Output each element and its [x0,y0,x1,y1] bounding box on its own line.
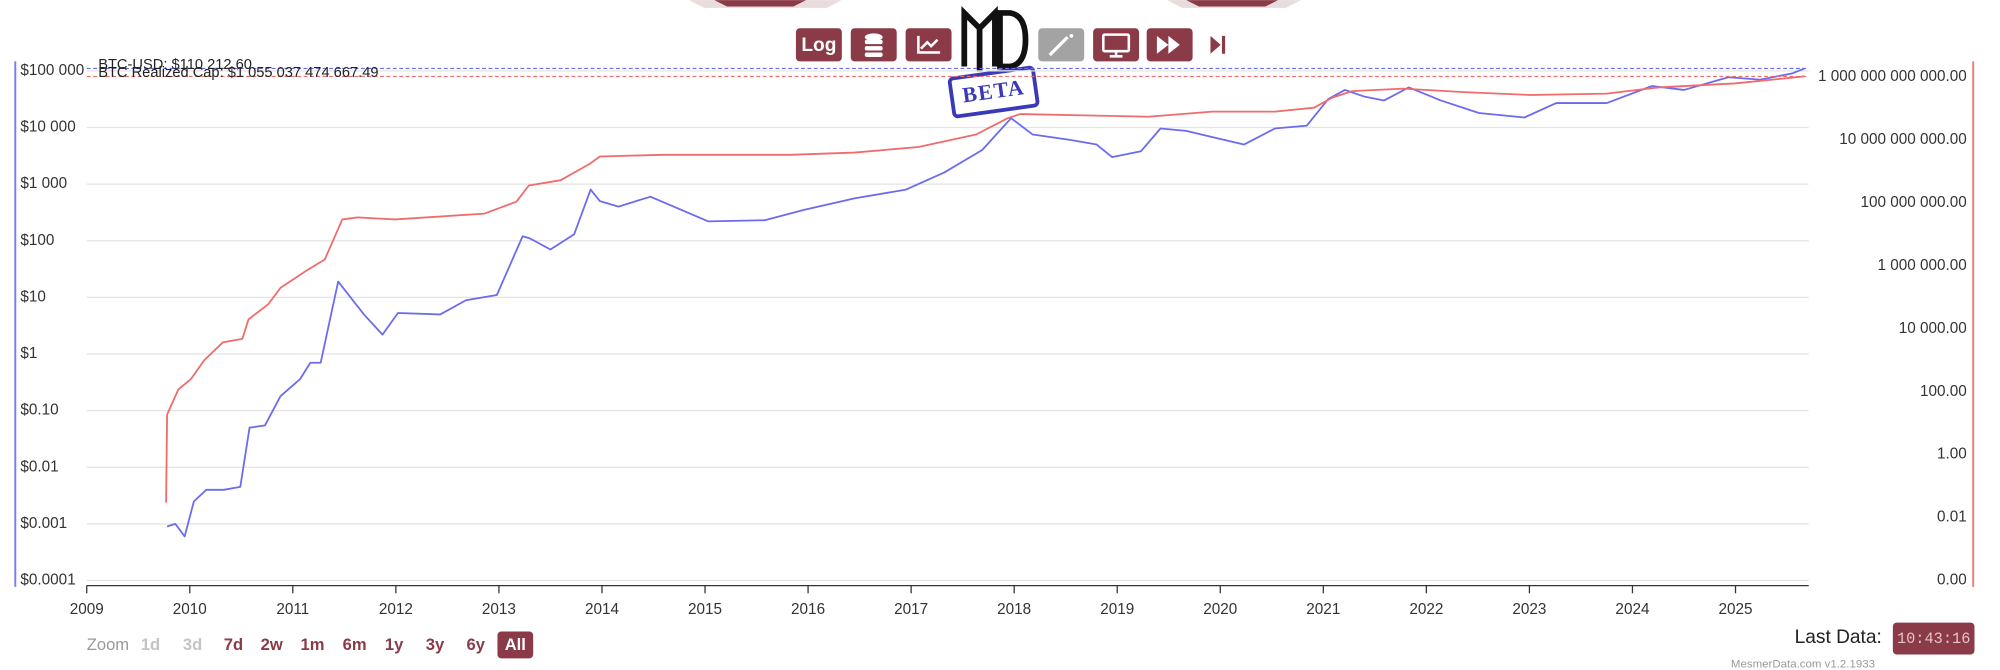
logo [961,6,1029,72]
zoom-button[interactable]: 1y [385,635,404,654]
x-tick-label: 2023 [1512,601,1546,618]
x-tick-label: 2017 [894,601,928,618]
x-tick-label: 2022 [1409,601,1443,618]
time-box [1892,622,1975,655]
y2-tick-label: 1.00 [1937,446,1967,463]
x-tick-label: 2020 [1203,601,1237,618]
y-tick-label: $0.01 [20,458,58,475]
log-button[interactable] [795,28,842,62]
zoom-button[interactable]: All [505,635,526,654]
last-data-label: Last Data: [1795,627,1882,648]
x-tick-label: 2009 [70,601,104,618]
zoom-button-bg [497,631,534,659]
y-tick-label: $0.10 [20,402,58,419]
chart-icon [917,35,941,54]
x-tick-label: 2024 [1615,601,1650,618]
monitor-icon [1109,51,1123,58]
y2-tick-label: 1 000 000.00 [1878,257,1967,274]
beta-stamp: BETA [947,65,1040,119]
database-icon [864,33,883,57]
decor-shape [1186,0,1279,7]
x-tick-label: 2015 [688,601,722,618]
x-tick-label: 2010 [173,601,207,618]
toolbar: Log [795,6,1226,72]
zoom-button[interactable]: 2w [261,635,283,654]
zoom-button[interactable]: 7d [224,635,243,654]
skip-end-button[interactable] [1221,35,1226,54]
y-tick-label: $10 000 [20,119,75,136]
decor-shape [714,0,807,7]
y-tick-label: $0.001 [20,515,67,532]
y2-tick-label: 100 000 000.00 [1860,194,1966,211]
database-button[interactable] [850,28,897,62]
log-button-label[interactable]: Log [801,35,836,56]
magic-icon [1048,36,1069,57]
zoom-button[interactable]: 6y [467,635,486,654]
zoom-button: 3d [183,635,202,654]
x-tick-label: 2021 [1306,601,1340,618]
legend-entry: BTC-USD: $110 212.60 [98,57,252,73]
y-tick-label: $10 [20,288,46,305]
y2-tick-label: 1 000 000 000 000.00 [1818,68,1967,85]
x-tick-label: 2019 [1100,601,1134,618]
x-tick-label: 2025 [1718,601,1752,618]
skip-end-button[interactable] [1210,35,1221,54]
series-line [166,67,1805,538]
y2-tick-label: 100.00 [1920,383,1967,400]
zoom-button: 1d [141,635,160,654]
y2-tick-label: 10 000 000 000.00 [1839,131,1967,148]
legend-entry: BTC Realized Cap: $1 055 037 474 667.49 [98,65,378,81]
zoom-button[interactable]: 6m [343,635,367,654]
magic-icon [1069,33,1074,38]
y2-tick-label: 0.01 [1937,509,1967,526]
y-tick-label: $100 [20,232,54,249]
x-tick-label: 2014 [585,601,620,618]
y-tick-label: $1 [20,345,37,362]
x-tick-label: 2016 [791,601,825,618]
x-tick-label: 2011 [276,601,309,618]
y-tick-label: $1 000 [20,175,67,192]
series-line [165,75,1805,503]
time-value: 10:43:16 [1897,630,1970,648]
y2-tick-label: 10 000.00 [1899,320,1967,337]
y-tick-label: $100 000 [20,62,84,79]
x-tick-label: 2018 [997,601,1031,618]
y-tick-label: $0.0001 [20,572,75,589]
fast-forward-icon [1156,35,1180,54]
x-tick-label: 2013 [482,601,516,618]
y2-tick-label: 0.00 [1937,572,1967,589]
version-text: MesmerData.com v1.2.1933 [1731,659,1875,670]
beta-stamp-text: BETA [961,75,1026,107]
zoom-button[interactable]: 3y [426,635,445,654]
zoom-button[interactable]: 1m [301,635,325,654]
zoom-label: Zoom [87,635,129,654]
x-tick-label: 2012 [379,601,413,618]
